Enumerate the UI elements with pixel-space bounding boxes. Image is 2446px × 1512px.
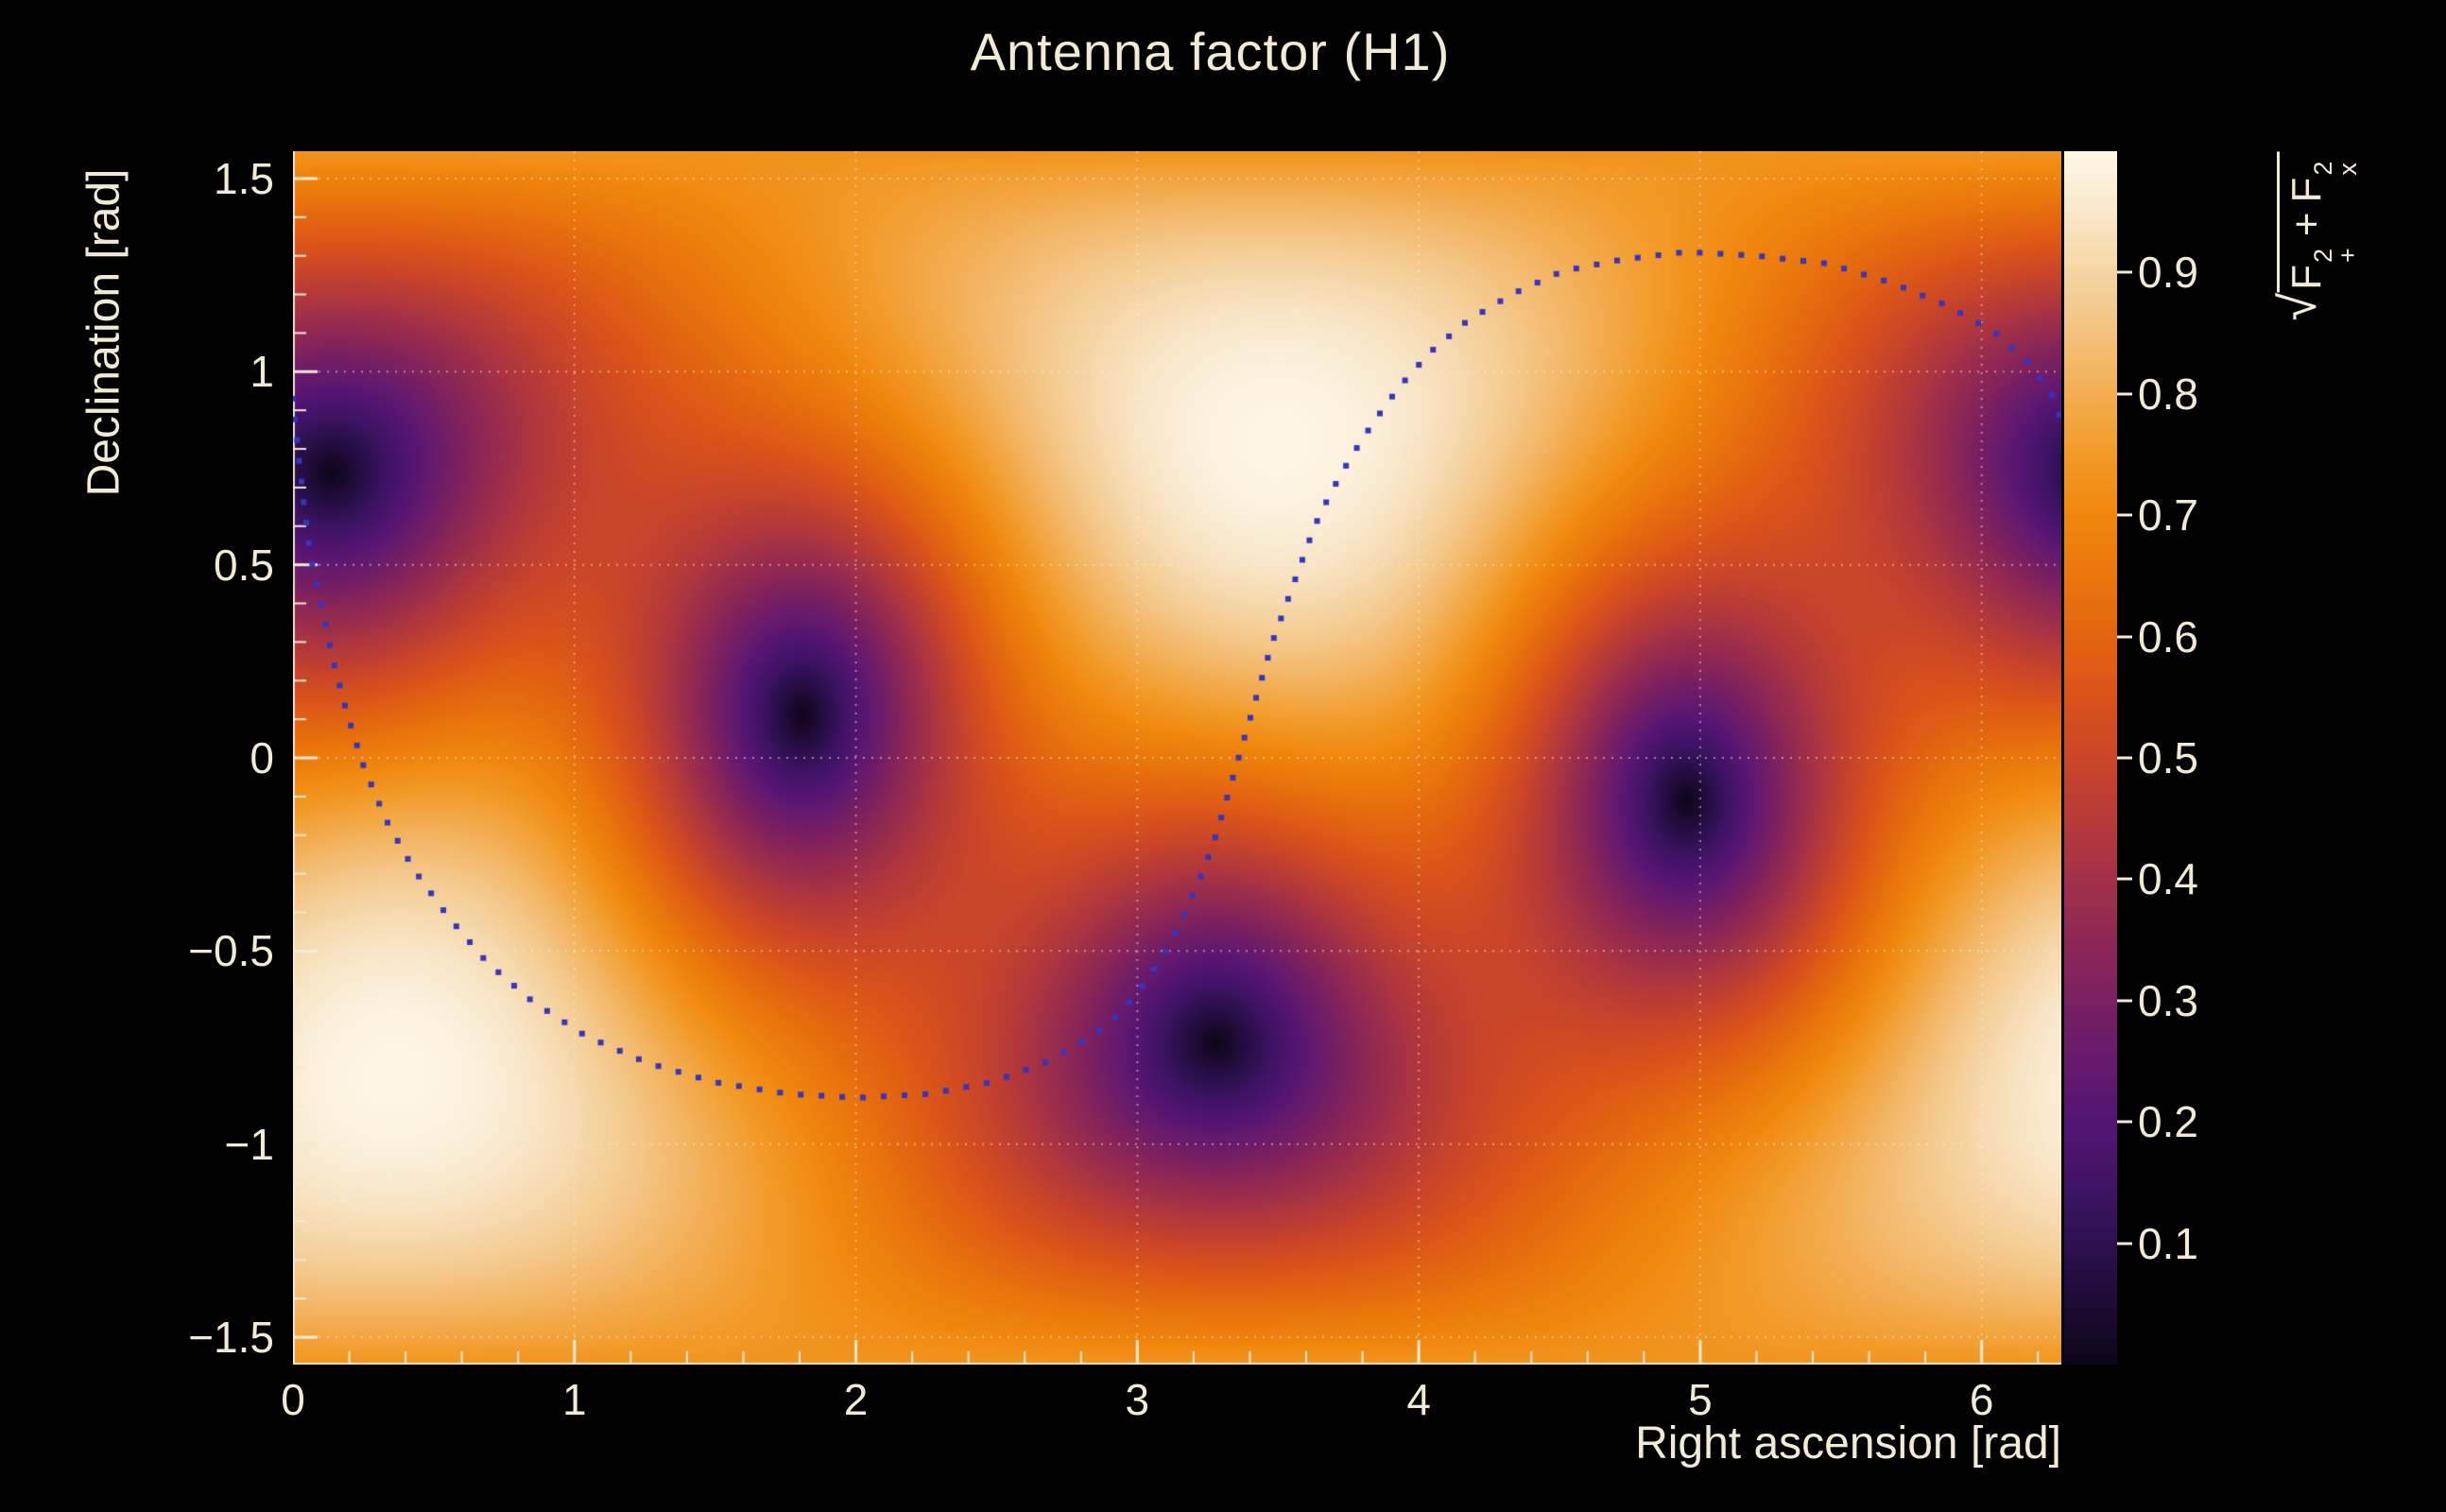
- colorbar-tick-mark: [2117, 877, 2132, 881]
- colorbar-tick-label: 0.7: [2138, 490, 2198, 541]
- sqrt-sign: √: [2270, 292, 2327, 321]
- term-superscript: 2: [2309, 161, 2337, 176]
- y-tick-label: −1.5: [188, 1313, 274, 1363]
- y-axis-title: Declination [rad]: [78, 168, 129, 497]
- term-scripts: 2 +: [2309, 248, 2362, 263]
- colorbar-tick-label: 0.1: [2138, 1218, 2198, 1268]
- colorbar-tick-mark: [2117, 513, 2132, 517]
- x-tick-label: 4: [1406, 1375, 1431, 1424]
- colorbar-tick-label: 0.3: [2138, 975, 2198, 1025]
- colorbar-title-math: √ F 2 + + F 2 x: [2270, 151, 2362, 320]
- term-base: F: [2283, 264, 2330, 290]
- term-subscript: +: [2334, 248, 2362, 263]
- x-tick-label: 2: [843, 1375, 869, 1424]
- y-tick-label: −0.5: [188, 926, 274, 976]
- term-subscript: x: [2334, 163, 2362, 176]
- colorbar-tick-mark: [2117, 1242, 2132, 1246]
- y-tick-label: 0: [250, 733, 274, 782]
- y-tick-label: 1.5: [214, 153, 274, 203]
- colorbar-tick-mark: [2117, 392, 2132, 396]
- colorbar: [2064, 151, 2117, 1365]
- x-tick-label: 0: [281, 1375, 305, 1424]
- y-tick-label: −1: [224, 1119, 274, 1169]
- colorbar-title: √ F 2 + + F 2 x: [2270, 151, 2362, 320]
- plus-operator: +: [2283, 212, 2330, 237]
- colorbar-tick-label: 0.5: [2138, 733, 2198, 782]
- colorbar-tick-label: 0.6: [2138, 611, 2198, 662]
- colorbar-tick-mark: [2117, 756, 2132, 760]
- x-tick-label: 3: [1125, 1375, 1150, 1424]
- x-tick-label: 1: [561, 1375, 587, 1424]
- colorbar-tick-mark: [2117, 270, 2132, 274]
- colorbar-tick-label: 0.2: [2138, 1097, 2198, 1147]
- colorbar-tick-mark: [2117, 635, 2132, 639]
- term-superscript: 2: [2309, 248, 2337, 263]
- y-tick-label: 1: [250, 347, 274, 397]
- plot-overlay: [293, 151, 2061, 1365]
- plot-title: Antenna factor (H1): [970, 22, 1451, 81]
- x-tick-label: 5: [1688, 1375, 1713, 1424]
- colorbar-tick-label: 0.9: [2138, 248, 2198, 298]
- x-axis-title: Right ascension [rad]: [1635, 1418, 2061, 1469]
- term-base: F: [2283, 177, 2330, 203]
- colorbar-tick-mark: [2117, 999, 2132, 1003]
- colorbar-tick-mark: [2117, 1120, 2132, 1124]
- field-term: F 2 +: [2283, 246, 2362, 290]
- colorbar-tick-label: 0.4: [2138, 854, 2198, 904]
- colorbar-tick-label: 0.8: [2138, 369, 2198, 419]
- plot-area: [293, 151, 2061, 1365]
- radicand: F 2 + + F 2 x: [2277, 151, 2362, 293]
- x-tick-label: 6: [1969, 1375, 1994, 1424]
- y-tick-label: 0.5: [214, 540, 274, 590]
